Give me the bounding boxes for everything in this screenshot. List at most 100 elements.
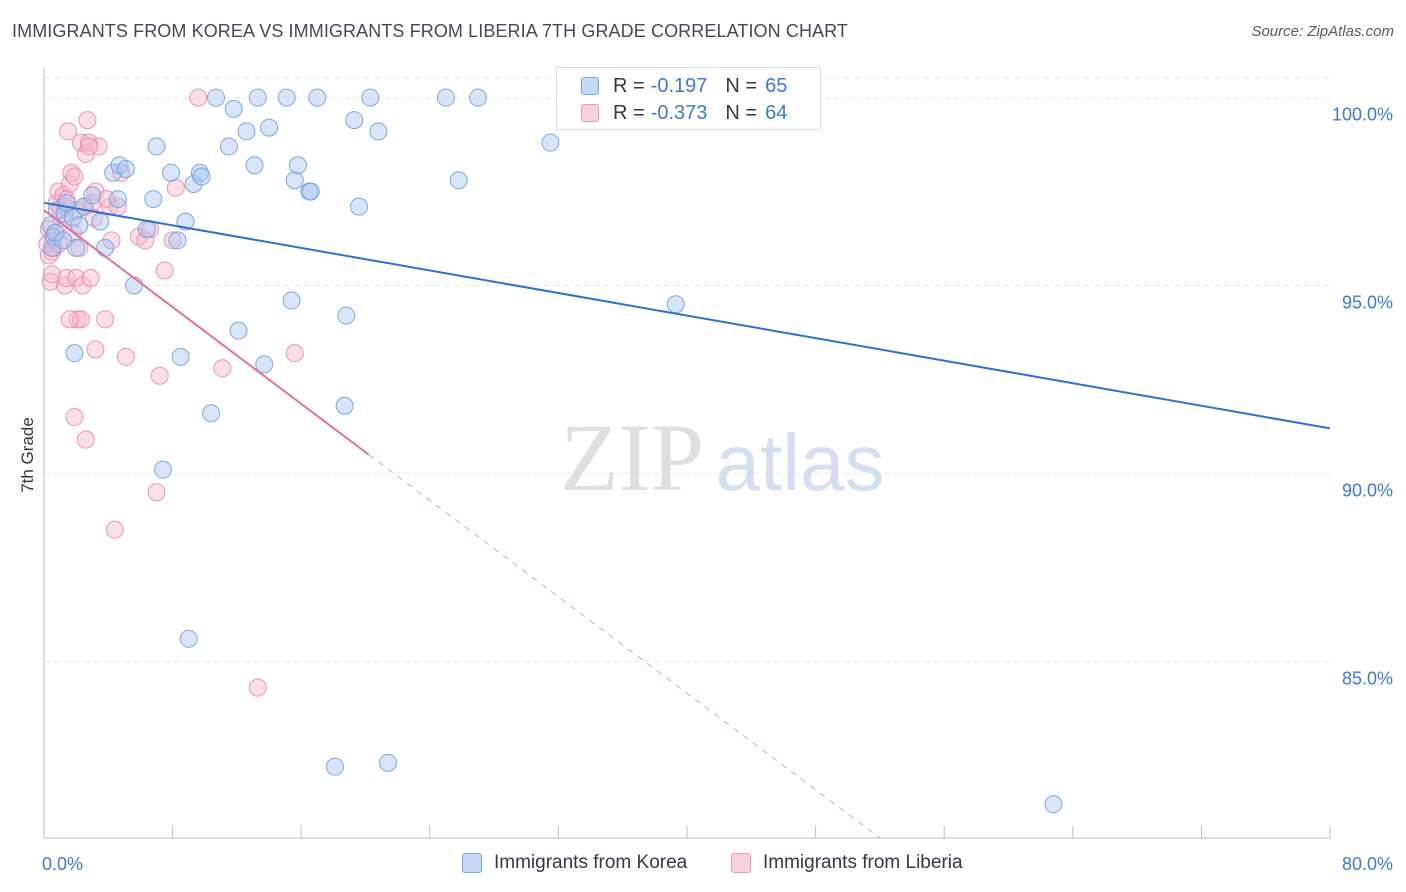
korea-point (282, 291, 301, 310)
korea-point (369, 122, 388, 141)
korea-r-value: -0.197 (650, 74, 708, 97)
y-tick-label: 100.0% (1332, 105, 1393, 125)
korea-point (449, 171, 468, 190)
korea-point (337, 306, 356, 325)
korea-n-value: 65 (765, 74, 788, 97)
liberia-point (105, 520, 124, 539)
axes (43, 68, 1331, 839)
korea-point (161, 163, 180, 182)
liberia-trend-line (43, 209, 370, 456)
korea-trend-line (43, 201, 1331, 430)
korea-point (43, 238, 62, 257)
korea-r-label: R = (613, 74, 645, 97)
korea-point (345, 111, 364, 130)
watermark: ZIP atlas (560, 404, 884, 511)
korea-point (202, 404, 221, 423)
liberia-point (65, 167, 84, 186)
liberia-legend-swatch (731, 853, 751, 873)
liberia-r-value: -0.373 (650, 101, 708, 124)
korea-point (147, 137, 166, 156)
korea-point (108, 190, 127, 209)
korea-point (153, 460, 172, 479)
y-axis-label: 7th Grade (18, 417, 37, 493)
chart-title: IMMIGRANTS FROM KOREA VS IMMIGRANTS FROM… (12, 21, 849, 41)
korea-point (255, 355, 274, 374)
liberia-point (150, 366, 169, 385)
y-tick-label: 85.0% (1342, 668, 1393, 688)
liberia-point (248, 678, 267, 697)
korea-point (379, 753, 398, 772)
korea-point (70, 216, 89, 235)
liberia-point (80, 133, 99, 152)
liberia-legend-label: Immigrants from Liberia (763, 852, 963, 873)
korea-point (350, 197, 369, 216)
korea-point (361, 88, 380, 107)
liberia-point (57, 268, 76, 287)
liberia-point (163, 231, 182, 250)
liberia-point (59, 122, 78, 141)
korea-point (144, 190, 163, 209)
liberia-point (55, 276, 74, 295)
legend-row-liberia: R = -0.373 N = 64 (581, 100, 787, 126)
korea-point (83, 186, 102, 205)
trend-lines (43, 201, 1331, 839)
x-tick-label-max: 80.0% (1342, 854, 1393, 874)
korea-point (65, 344, 84, 363)
liberia-point (213, 359, 232, 378)
korea-n-label: N = (725, 74, 758, 97)
legend-item-liberia[interactable]: Immigrants from Liberia (731, 852, 963, 874)
watermark-atlas: atlas (716, 418, 885, 507)
korea-point (125, 276, 144, 295)
liberia-point (43, 265, 62, 284)
korea-point (1044, 795, 1063, 814)
liberia-point (155, 261, 174, 280)
korea-swatch (581, 77, 599, 95)
liberia-point (60, 310, 79, 329)
korea-point (168, 231, 187, 250)
korea-point (469, 88, 488, 107)
watermark-zip: ZIP (560, 404, 704, 511)
legend-row-korea: R = -0.197 N = 65 (581, 73, 787, 99)
gridlines (44, 77, 1330, 662)
korea-point (116, 159, 135, 178)
korea-point (248, 88, 267, 107)
liberia-point (102, 231, 121, 250)
korea-point (335, 396, 354, 415)
korea-point (325, 757, 344, 776)
korea-point (229, 321, 248, 340)
liberia-point (65, 408, 84, 427)
liberia-trend-extension (368, 454, 881, 839)
liberia-point (81, 268, 100, 287)
liberia-point (285, 344, 304, 363)
korea-point (179, 629, 198, 648)
korea-point (207, 88, 226, 107)
korea-point (96, 238, 115, 257)
axis-labels: 85.0% 90.0% 95.0% 100.0% 0.0% 80.0% (42, 105, 1393, 874)
korea-point (260, 118, 279, 137)
liberia-n-value: 64 (765, 101, 788, 124)
korea-point (171, 347, 190, 366)
korea-point (308, 88, 327, 107)
x-tick-label-min: 0.0% (42, 854, 83, 874)
korea-point (137, 220, 156, 239)
liberia-point (166, 178, 185, 197)
korea-point (436, 88, 455, 107)
korea-points (41, 88, 1063, 814)
korea-point (91, 212, 110, 231)
liberia-point (189, 88, 208, 107)
source-label: Source: ZipAtlas.com (1251, 23, 1394, 40)
liberia-point (89, 137, 108, 156)
y-tick-label: 95.0% (1342, 293, 1393, 313)
series-legend: Immigrants from Korea Immigrants from Li… (0, 852, 1406, 878)
liberia-point (67, 268, 86, 287)
korea-point (541, 133, 560, 152)
korea-point (288, 156, 307, 175)
correlation-legend: R = -0.197 N = 65 R = -0.373 N = 64 (556, 67, 821, 130)
korea-point (219, 137, 238, 156)
liberia-point (76, 430, 95, 449)
liberia-point (78, 111, 97, 130)
korea-point (192, 167, 211, 186)
legend-item-korea[interactable]: Immigrants from Korea (462, 852, 687, 874)
korea-point (176, 212, 195, 231)
